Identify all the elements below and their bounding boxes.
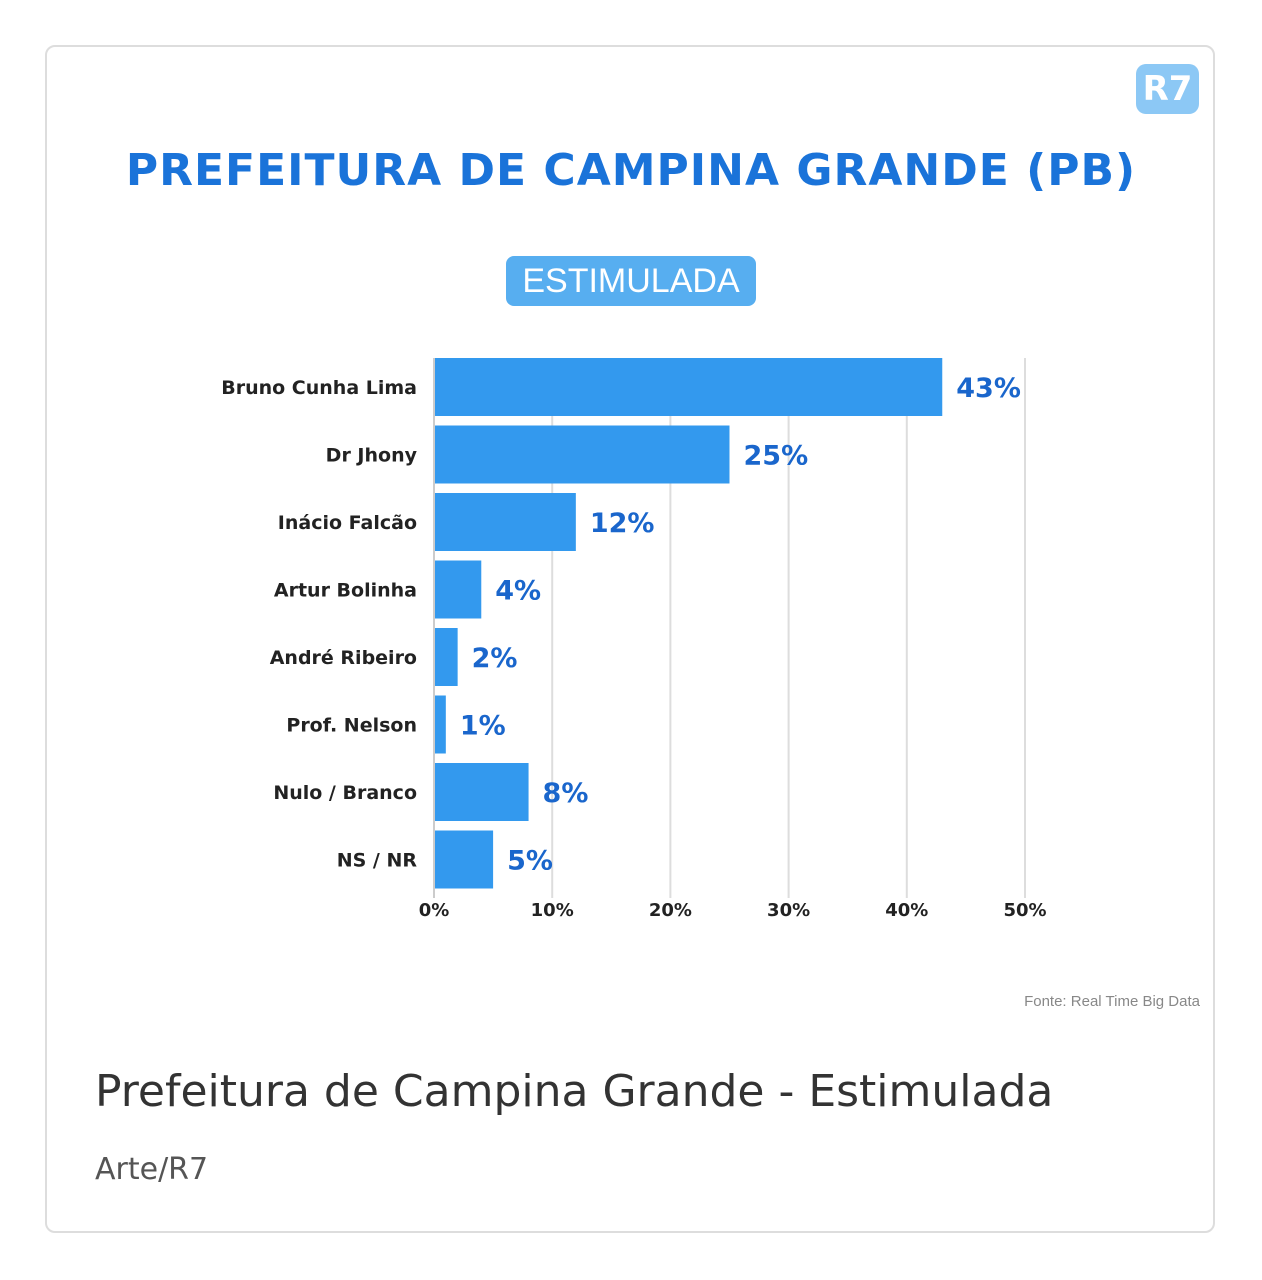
bar <box>434 358 943 416</box>
value-label: 5% <box>507 846 553 877</box>
value-label: 43% <box>956 373 1021 404</box>
category-label: Artur Bolinha <box>274 580 417 602</box>
category-label: André Ribeiro <box>270 647 417 669</box>
value-label: 12% <box>590 508 655 539</box>
x-tick-label: 40% <box>885 900 928 921</box>
bar <box>434 493 576 551</box>
value-label: 1% <box>460 711 506 742</box>
bar <box>434 628 458 686</box>
bar <box>434 830 494 889</box>
bar-chart: 0% 10% 20% 30% 40% 50% Bruno Cunha Lima 43% Dr J… <box>221 358 1047 921</box>
x-tick-label: 10% <box>531 900 574 921</box>
image-credit: Arte/R7 <box>95 1152 209 1187</box>
value-label: 4% <box>495 576 541 607</box>
value-label: 25% <box>744 441 809 472</box>
category-label: Nulo / Branco <box>273 782 417 804</box>
category-label: Dr Jhony <box>326 445 418 467</box>
image-caption: Prefeitura de Campina Grande - Estimulad… <box>95 1066 1054 1117</box>
x-tick-label: 30% <box>767 900 810 921</box>
chart-title: PREFEITURA DE CAMPINA GRANDE (PB) <box>125 145 1137 196</box>
x-tick-label: 50% <box>1003 900 1046 921</box>
image-card <box>45 45 1215 1233</box>
category-label: NS / NR <box>337 850 418 872</box>
bar <box>434 763 529 821</box>
estimulada-badge: ESTIMULADA <box>506 256 756 306</box>
value-label: 8% <box>543 778 589 809</box>
category-label: Prof. Nelson <box>286 715 417 737</box>
bar <box>434 425 730 484</box>
source-note: Fonte: Real Time Big Data <box>1024 993 1200 1010</box>
r7-logo: R7 <box>1136 64 1199 114</box>
category-label: Bruno Cunha Lima <box>221 377 417 399</box>
bar <box>434 560 482 619</box>
x-tick-label: 0% <box>419 900 450 921</box>
value-label: 2% <box>472 643 518 674</box>
category-label: Inácio Falcão <box>278 512 417 534</box>
x-tick-label: 20% <box>649 900 692 921</box>
bar <box>434 695 446 754</box>
